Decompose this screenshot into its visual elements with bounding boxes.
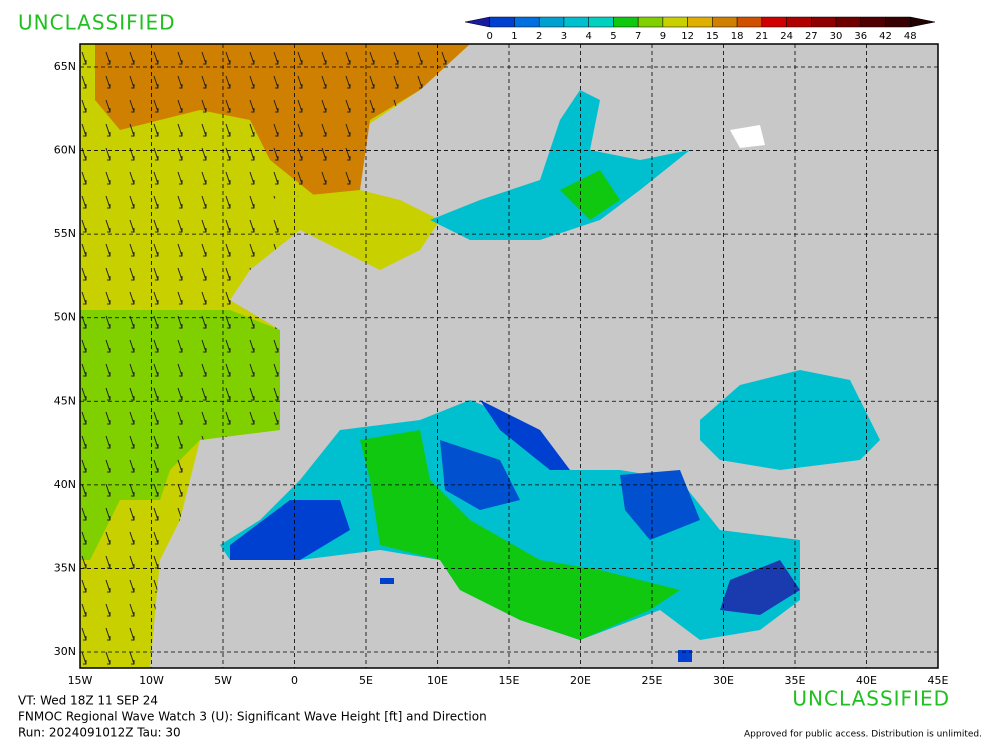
colorbar-segment bbox=[811, 16, 837, 28]
lon-label: 0 bbox=[291, 674, 298, 687]
colorbar-segment bbox=[563, 16, 589, 28]
lat-label: 35N bbox=[54, 561, 76, 574]
colorbar-segment bbox=[538, 16, 565, 28]
product: FNMOC Regional Wave Watch 3 (U): Signifi… bbox=[18, 710, 487, 724]
colorbar-segment bbox=[613, 16, 639, 28]
classification-bottom: UNCLASSIFIED bbox=[792, 687, 950, 711]
sea-northsea bbox=[260, 190, 440, 270]
lon-label: 40E bbox=[856, 674, 877, 687]
colorbar: 0 1 2 3 4 5 7 9 12 15 18 21 24 27 30 36 42 48 bbox=[464, 16, 936, 42]
sea-tyrrhenian bbox=[440, 440, 520, 510]
lat-label: 50N bbox=[54, 311, 76, 324]
colorbar-label: 18 bbox=[731, 31, 744, 42]
colorbar-label: 21 bbox=[755, 31, 768, 42]
colorbar-label: 0 bbox=[487, 31, 493, 42]
map-frame bbox=[79, 43, 939, 669]
colorbar-label: 36 bbox=[854, 31, 867, 42]
colorbar-segment bbox=[687, 16, 713, 28]
lon-label: 15W bbox=[68, 674, 93, 687]
colorbar-label: 27 bbox=[805, 31, 818, 42]
sea-central-med bbox=[360, 430, 680, 640]
lon-label: 20E bbox=[570, 674, 591, 687]
colorbar-segment bbox=[514, 16, 540, 28]
lat-label: 40N bbox=[54, 478, 76, 491]
colorbar-segment bbox=[712, 16, 738, 28]
colorbar-segment bbox=[860, 16, 886, 28]
lat-label: 30N bbox=[54, 645, 76, 658]
valid-time: VT: Wed 18Z 11 SEP 24 bbox=[18, 694, 158, 708]
sea-adriatic bbox=[480, 400, 570, 470]
lake bbox=[730, 125, 765, 148]
sea-baltic bbox=[430, 90, 690, 240]
colorbar-label: 42 bbox=[879, 31, 892, 42]
colorbar-segment bbox=[588, 16, 614, 28]
colorbar-label: 1 bbox=[511, 31, 517, 42]
colorbar-label: 12 bbox=[681, 31, 694, 42]
colorbar-label: 7 bbox=[635, 31, 641, 42]
colorbar-label: 24 bbox=[780, 31, 793, 42]
lon-label: 15E bbox=[499, 674, 520, 687]
colorbar-label: 4 bbox=[585, 31, 591, 42]
release: Approved for public access. Distribution… bbox=[744, 730, 982, 740]
colorbar-segment bbox=[464, 16, 490, 28]
lon-label: 10E bbox=[427, 674, 448, 687]
sea-baltic-center bbox=[560, 170, 620, 220]
lon-label: 45E bbox=[928, 674, 949, 687]
lon-label: 25E bbox=[642, 674, 663, 687]
lat-label: 65N bbox=[54, 60, 76, 73]
lon-label: 30E bbox=[713, 674, 734, 687]
colorbar-label: 3 bbox=[561, 31, 567, 42]
colorbar-label: 9 bbox=[660, 31, 666, 42]
lon-label: 5W bbox=[214, 674, 232, 687]
lake bbox=[380, 578, 394, 584]
sea-black bbox=[700, 370, 880, 470]
colorbar-label: 2 bbox=[536, 31, 542, 42]
lon-label: 5E bbox=[359, 674, 373, 687]
sea-levant bbox=[720, 560, 800, 615]
colorbar-segment bbox=[761, 16, 787, 28]
sea-aegean bbox=[620, 470, 700, 540]
lon-label: 10W bbox=[139, 674, 164, 687]
colorbar-segment bbox=[835, 16, 862, 28]
classification-top: UNCLASSIFIED bbox=[18, 11, 176, 35]
colorbar-segment bbox=[910, 16, 936, 28]
run: Run: 2024091012Z Tau: 30 bbox=[18, 726, 181, 740]
lon-label: 35E bbox=[785, 674, 806, 687]
lake bbox=[678, 650, 692, 662]
colorbar-segment bbox=[662, 16, 688, 28]
sea-alboran bbox=[230, 500, 350, 560]
direction-arrows bbox=[80, 44, 470, 668]
colorbar-label: 30 bbox=[830, 31, 843, 42]
colorbar-label: 48 bbox=[904, 31, 917, 42]
colorbar-segment bbox=[637, 16, 664, 28]
axis-labels: 15W 10W 5W 0 5E 10E 15E 20E 25E 30E 35E 40E 45E 30N 35… bbox=[54, 60, 949, 687]
colorbar-segment bbox=[489, 16, 515, 28]
colorbar-label: 5 bbox=[610, 31, 616, 42]
lat-label: 60N bbox=[54, 144, 76, 157]
colorbar-segment bbox=[885, 16, 911, 28]
colorbar-segment bbox=[786, 16, 812, 28]
colorbar-segment bbox=[736, 16, 763, 28]
map bbox=[80, 44, 938, 668]
graticule bbox=[80, 44, 938, 668]
colorbar-label: 15 bbox=[706, 31, 719, 42]
lat-label: 45N bbox=[54, 394, 76, 407]
lat-label: 55N bbox=[54, 227, 76, 240]
